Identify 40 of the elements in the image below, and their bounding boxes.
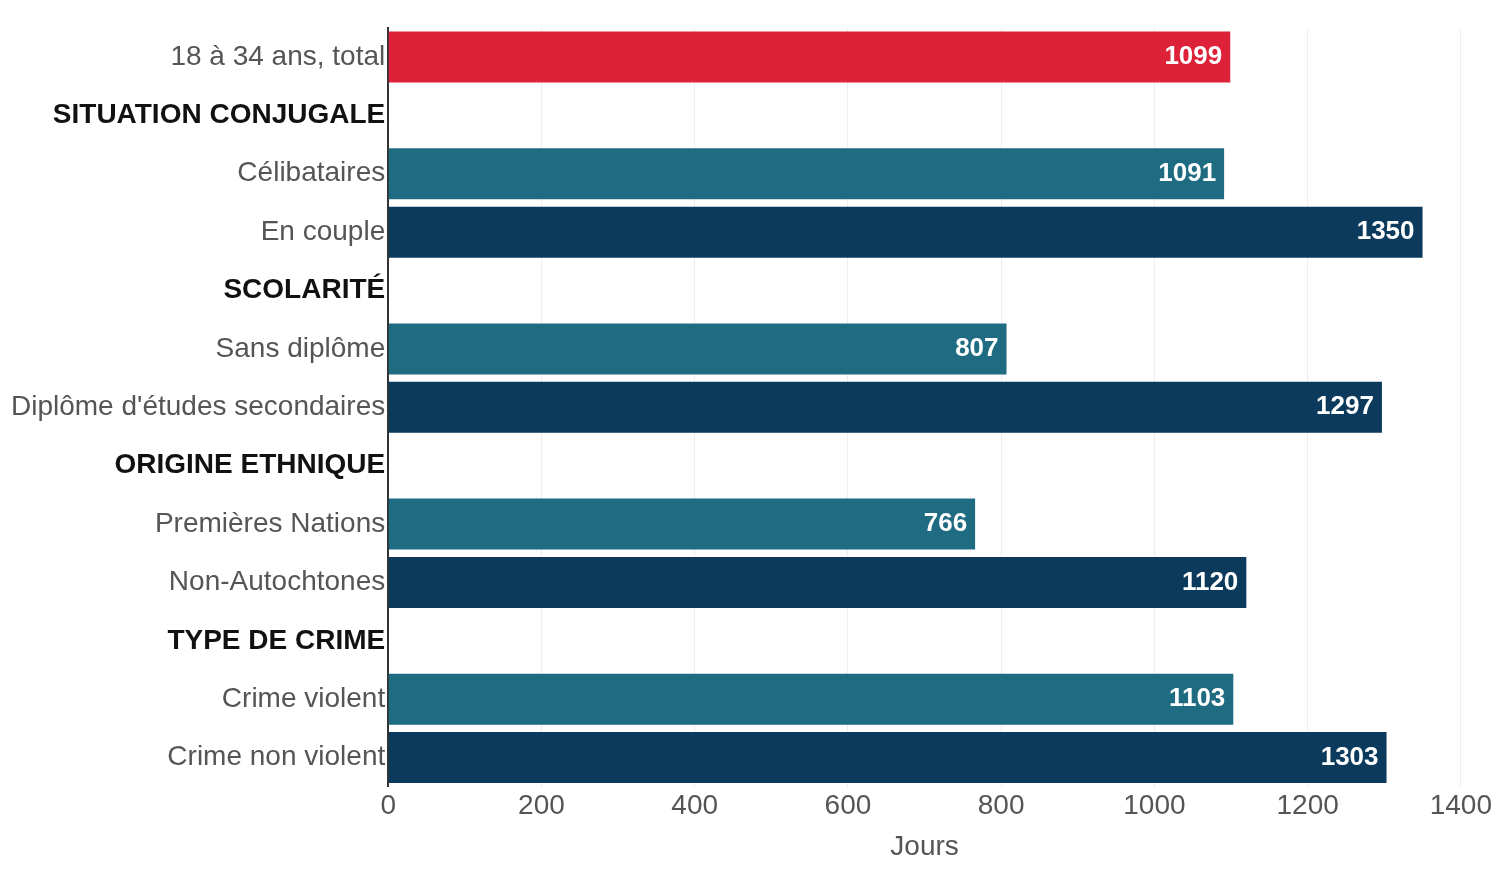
y-tick-label: Premières Nations	[154, 506, 386, 538]
bar	[388, 323, 1007, 375]
bar	[388, 732, 1387, 784]
y-tick-label: 18 à 34 ans, total	[170, 39, 386, 71]
x-tick-label: 1000	[1123, 789, 1186, 821]
data-label: 1303	[1320, 740, 1379, 771]
bar	[388, 31, 1231, 83]
y-tick-label: Célibataires	[237, 156, 386, 188]
y-tick-label: Crime non violent	[167, 740, 386, 772]
data-label: 1091	[1158, 156, 1217, 187]
y-tick-label: Non-Autochtones	[168, 565, 386, 597]
bar	[388, 673, 1234, 725]
data-label: 1120	[1181, 565, 1239, 596]
y-tick-label: Crime violent	[221, 681, 386, 713]
data-label: 1350	[1356, 215, 1415, 246]
data-label: 1099	[1164, 40, 1223, 71]
data-label: 766	[923, 507, 968, 538]
y-tick-label: SCOLARITÉ	[223, 273, 386, 305]
x-tick-label: 1200	[1276, 789, 1339, 821]
bar	[388, 148, 1225, 200]
x-tick-label: 400	[671, 789, 719, 821]
data-label: 1297	[1316, 390, 1374, 421]
x-tick-label: 600	[824, 789, 872, 821]
data-label: 1103	[1168, 682, 1226, 713]
x-tick-label: 200	[518, 789, 565, 821]
y-tick-label: TYPE DE CRIME	[167, 623, 386, 655]
y-tick-label: En couple	[260, 214, 386, 246]
bar	[388, 206, 1423, 258]
y-tick-label: Sans diplôme	[215, 331, 386, 363]
bar	[388, 381, 1382, 433]
data-label: 807	[955, 332, 999, 363]
y-tick-label: SITUATION CONJUGALE	[52, 98, 386, 130]
y-tick-label: ORIGINE ETHNIQUE	[114, 448, 386, 480]
y-tick-label: Diplôme d'études secondaires	[10, 390, 386, 422]
x-tick-label: 1400	[1429, 789, 1492, 821]
x-axis-title: Jours	[890, 829, 959, 861]
x-tick-label: 800	[977, 789, 1025, 821]
x-tick-label: 0	[380, 789, 397, 821]
bar	[388, 498, 976, 550]
bar	[388, 556, 1247, 608]
